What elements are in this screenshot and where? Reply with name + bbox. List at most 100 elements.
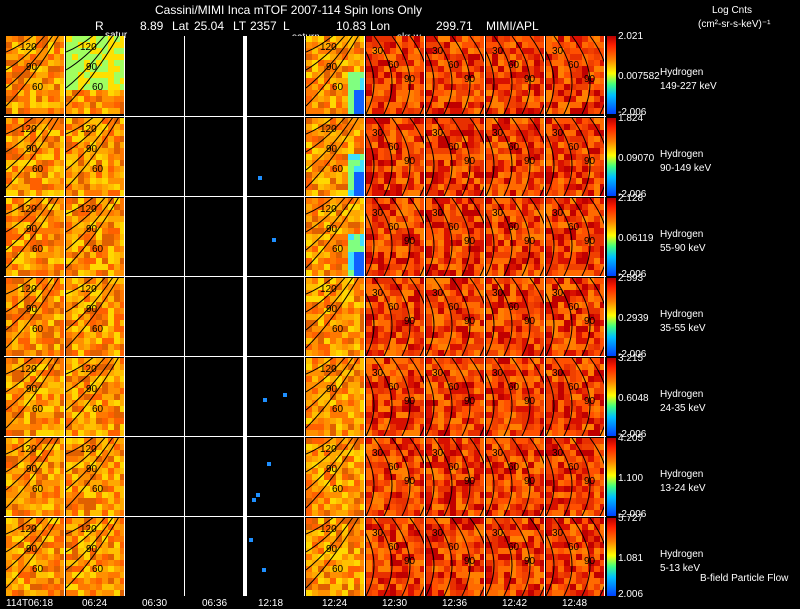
pixel [360, 54, 364, 60]
pixel [414, 190, 420, 196]
pixel [24, 320, 30, 326]
pixel [468, 102, 474, 108]
pixel [12, 184, 18, 190]
pixel [336, 108, 342, 114]
pixel [6, 278, 12, 284]
pixel [372, 350, 378, 356]
pixel [60, 190, 64, 196]
pixel [582, 60, 588, 66]
pixel [474, 66, 480, 72]
pixel [330, 430, 336, 436]
pixel [576, 264, 582, 270]
pixel [6, 364, 12, 370]
pixel [570, 394, 576, 400]
pixel [522, 90, 528, 96]
pixel [120, 388, 124, 394]
pixel [438, 66, 444, 72]
pixel [462, 332, 468, 338]
pixel [114, 264, 120, 270]
pixel [444, 148, 450, 154]
pixel [522, 72, 528, 78]
pixel [114, 84, 120, 90]
pixel [432, 412, 438, 418]
pixel [84, 72, 90, 78]
pixel [84, 430, 90, 436]
pixel [600, 142, 604, 148]
pixel [114, 430, 120, 436]
pixel [450, 364, 456, 370]
pixel [432, 216, 438, 222]
pixel [444, 184, 450, 190]
pixel [582, 278, 588, 284]
pixel [462, 284, 468, 290]
pixel [534, 400, 540, 406]
pixel [306, 78, 312, 84]
pixel [486, 320, 492, 326]
pixel [456, 172, 462, 178]
pixel [378, 382, 384, 388]
pixel [582, 400, 588, 406]
pixel [384, 148, 390, 154]
pixel [90, 48, 96, 54]
pixel [510, 166, 516, 172]
pixel [564, 376, 570, 382]
pixel [546, 314, 552, 320]
pixel [498, 388, 504, 394]
pixel [354, 240, 360, 246]
pixel [486, 148, 492, 154]
pixel [582, 228, 588, 234]
pixel [396, 178, 402, 184]
pixel [42, 190, 48, 196]
pixel [24, 258, 30, 264]
pixel [456, 54, 462, 60]
pixel [102, 344, 108, 350]
pixel [432, 332, 438, 338]
pixel [24, 210, 30, 216]
pixel [402, 278, 408, 284]
pixel [102, 320, 108, 326]
pixel [366, 240, 372, 246]
pixel [546, 198, 552, 204]
pixel [594, 60, 600, 66]
pixel [384, 166, 390, 172]
pixel [402, 108, 408, 114]
pixel [528, 72, 534, 78]
pixel [312, 264, 318, 270]
pixel [474, 78, 480, 84]
pixel [432, 314, 438, 320]
pixel [426, 424, 432, 430]
pixel [516, 84, 522, 90]
pixel [468, 130, 474, 136]
pixel [306, 264, 312, 270]
pixel [366, 108, 372, 114]
pixel [546, 258, 552, 264]
pixel [534, 326, 540, 332]
pixel [426, 418, 432, 424]
pixel [378, 184, 384, 190]
pixel [366, 184, 372, 190]
pixel [438, 36, 444, 42]
pixel [60, 252, 64, 258]
pixel [114, 258, 120, 264]
pixel [12, 338, 18, 344]
pixel [360, 184, 364, 190]
pixel [426, 376, 432, 382]
pixel [480, 210, 484, 216]
pixel [378, 364, 384, 370]
pixel [6, 36, 12, 42]
pixel [6, 308, 12, 314]
pixel [48, 84, 54, 90]
pixel [390, 222, 396, 228]
pixel [486, 264, 492, 270]
pixel [426, 430, 432, 436]
pixel [6, 228, 12, 234]
pixel [432, 96, 438, 102]
pixel [600, 290, 604, 296]
pixel [510, 338, 516, 344]
pixel [396, 388, 402, 394]
pixel [108, 364, 114, 370]
pixel [66, 314, 72, 320]
pixel [438, 190, 444, 196]
pixel [342, 270, 348, 276]
pixel [576, 258, 582, 264]
